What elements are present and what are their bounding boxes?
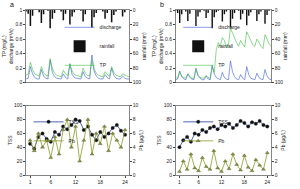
svg-text:0: 0 — [133, 172, 136, 178]
svg-text:Pb: Pb — [69, 138, 75, 144]
svg-text:1: 1 — [20, 7, 23, 13]
svg-text:0.6: 0.6 — [165, 36, 172, 42]
svg-text:8: 8 — [133, 116, 136, 122]
svg-text:18: 18 — [242, 179, 248, 185]
svg-text:0: 0 — [169, 79, 172, 85]
svg-text:24: 24 — [264, 179, 270, 185]
svg-text:100: 100 — [133, 79, 142, 85]
svg-text:40: 40 — [17, 144, 23, 150]
svg-text:0: 0 — [275, 7, 278, 13]
svg-text:b: b — [160, 1, 164, 8]
svg-text:0.8: 0.8 — [15, 21, 22, 27]
svg-text:rainfall (mm): rainfall (mm) — [282, 32, 288, 60]
svg-text:0: 0 — [133, 7, 136, 13]
svg-text:0: 0 — [20, 172, 23, 178]
svg-text:0.4: 0.4 — [15, 50, 22, 56]
svg-text:40: 40 — [275, 36, 281, 42]
svg-text:60: 60 — [275, 50, 281, 56]
svg-text:TSS: TSS — [7, 135, 13, 145]
svg-text:2: 2 — [133, 158, 136, 164]
svg-text:rainfall: rainfall — [100, 43, 115, 49]
svg-text:0: 0 — [275, 172, 278, 178]
svg-text:TP: TP — [100, 62, 107, 68]
svg-text:TP (mg/L)discharge (m³/s): TP (mg/L)discharge (m³/s) — [151, 28, 164, 64]
svg-text:1: 1 — [29, 179, 32, 185]
svg-text:8: 8 — [275, 116, 278, 122]
svg-text:discharge: discharge — [218, 24, 240, 30]
svg-text:100: 100 — [14, 102, 23, 108]
svg-text:Pb (µg/L): Pb (µg/L) — [138, 130, 144, 151]
svg-text:80: 80 — [275, 65, 281, 71]
svg-text:Pb (µg/L): Pb (µg/L) — [280, 130, 286, 151]
svg-text:0.2: 0.2 — [165, 65, 172, 71]
svg-text:rainfall (mm): rainfall (mm) — [141, 32, 147, 60]
svg-text:24: 24 — [122, 179, 128, 185]
svg-text:20: 20 — [133, 21, 139, 27]
svg-text:20: 20 — [275, 21, 281, 27]
svg-text:10: 10 — [133, 102, 139, 108]
svg-text:TSS: TSS — [156, 135, 162, 145]
svg-text:80: 80 — [17, 116, 23, 122]
svg-text:18: 18 — [98, 179, 104, 185]
svg-text:0: 0 — [20, 79, 23, 85]
svg-text:0.6: 0.6 — [15, 36, 22, 42]
svg-text:Pb: Pb — [218, 138, 224, 144]
svg-text:20: 20 — [17, 158, 23, 164]
svg-text:20: 20 — [166, 158, 172, 164]
svg-text:60: 60 — [17, 130, 23, 136]
svg-text:6: 6 — [133, 130, 136, 136]
svg-text:4: 4 — [275, 144, 278, 150]
svg-text:0.8: 0.8 — [165, 21, 172, 27]
svg-text:a: a — [10, 1, 14, 8]
svg-text:80: 80 — [133, 65, 139, 71]
svg-text:TP: TP — [218, 62, 225, 68]
svg-text:6: 6 — [275, 130, 278, 136]
svg-text:rainfall: rainfall — [218, 43, 233, 49]
svg-text:TP (mg/L)discharge (m³/s): TP (mg/L)discharge (m³/s) — [1, 28, 14, 64]
svg-text:TSS: TSS — [218, 119, 228, 125]
svg-text:discharge: discharge — [100, 24, 122, 30]
svg-text:0.2: 0.2 — [15, 65, 22, 71]
svg-text:12: 12 — [219, 179, 225, 185]
svg-text:40: 40 — [166, 144, 172, 150]
svg-text:6: 6 — [49, 179, 52, 185]
svg-text:40: 40 — [133, 36, 139, 42]
svg-text:60: 60 — [166, 130, 172, 136]
svg-text:100: 100 — [275, 79, 284, 85]
svg-text:80: 80 — [166, 116, 172, 122]
svg-text:TSS: TSS — [69, 119, 79, 125]
svg-text:1: 1 — [178, 179, 181, 185]
svg-text:1: 1 — [169, 7, 172, 13]
svg-text:100: 100 — [164, 102, 173, 108]
svg-text:12: 12 — [73, 179, 79, 185]
svg-text:0.4: 0.4 — [165, 50, 172, 56]
svg-text:2: 2 — [275, 158, 278, 164]
svg-text:0: 0 — [169, 172, 172, 178]
svg-text:10: 10 — [275, 102, 281, 108]
svg-text:6: 6 — [197, 179, 200, 185]
svg-text:60: 60 — [133, 50, 139, 56]
svg-text:4: 4 — [133, 144, 136, 150]
